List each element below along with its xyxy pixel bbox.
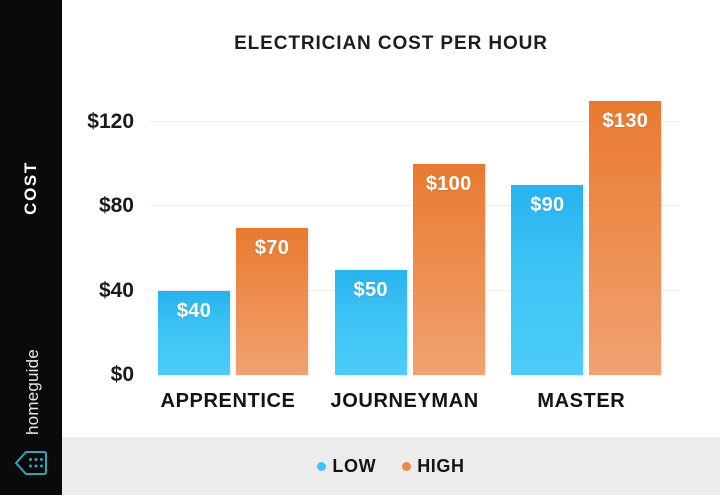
- homeguide-tag-icon: [14, 450, 48, 476]
- bar-high[interactable]: $130: [589, 101, 662, 375]
- bar-value-label: $100: [425, 173, 472, 196]
- legend-label: LOW: [332, 455, 377, 476]
- bar-low[interactable]: $90: [511, 185, 584, 375]
- y-axis-title: COST: [21, 161, 40, 215]
- bar-value-label: $50: [353, 278, 388, 301]
- bar-group: $90 $130 MASTER: [501, 80, 678, 412]
- y-axis-tick-label: $0: [110, 363, 134, 386]
- bar-group: $50 $100 JOURNEYMAN: [325, 80, 502, 412]
- bar-value-label: $70: [254, 236, 290, 259]
- bar-groups: $40 $70 APPRENTICE $50 $100 JOURNEYMAN $90 $130…: [148, 80, 678, 412]
- chart-panel: ELECTRICIAN COST PER HOUR $0 $40 $80 $120 $…: [62, 0, 720, 495]
- legend-item[interactable]: LOW: [317, 456, 376, 477]
- legend-label: HIGH: [417, 455, 465, 476]
- x-axis-category-label: MASTER: [537, 390, 626, 412]
- chart-title: ELECTRICIAN COST PER HOUR: [234, 33, 548, 54]
- bar-low[interactable]: $50: [334, 269, 407, 375]
- brand-name-label: homeguide: [23, 349, 42, 435]
- gridline: [148, 121, 680, 123]
- x-axis-category-label: JOURNEYMAN: [330, 390, 479, 412]
- legend-item[interactable]: HIGH: [402, 456, 464, 477]
- plot-area: $0 $40 $80 $120 $40 $70 APPRENTICE $50 $100 JOUR…: [87, 80, 680, 412]
- bar-low[interactable]: $40: [158, 290, 230, 375]
- y-axis-tick-label: $40: [98, 278, 134, 302]
- y-axis-tick-label: $80: [98, 194, 134, 218]
- bar-value-label: $90: [530, 194, 565, 217]
- bar-high[interactable]: $70: [236, 227, 308, 375]
- y-axis-tick-label: $120: [87, 110, 134, 134]
- bar-value-label: $40: [176, 299, 212, 322]
- chart-legend: LOW HIGH: [62, 437, 720, 495]
- bar-high[interactable]: $100: [412, 164, 485, 375]
- bar-group: $40 $70 APPRENTICE: [148, 80, 325, 412]
- x-axis-category-label: APPRENTICE: [160, 390, 296, 412]
- legend-dot-low: [317, 461, 327, 471]
- brand-sidebar: COST homeguide: [0, 0, 62, 495]
- bar-value-label: $130: [602, 110, 649, 133]
- legend-dot-high: [402, 461, 412, 471]
